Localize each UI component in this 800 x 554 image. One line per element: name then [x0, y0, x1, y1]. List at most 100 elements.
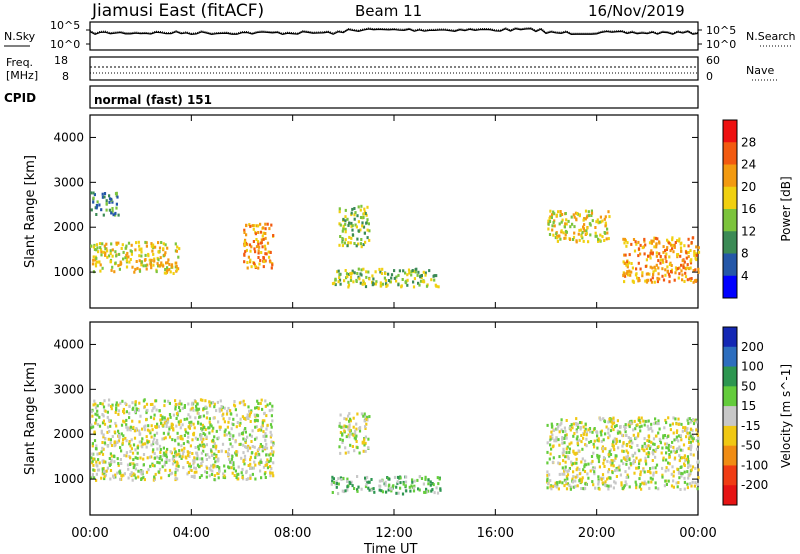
- velocity-cell: [191, 406, 194, 410]
- power-cell: [244, 250, 247, 254]
- velocity-cell: [618, 464, 621, 468]
- power-cell: [583, 229, 586, 233]
- power-cell: [569, 225, 572, 229]
- velocity-cell: [649, 445, 652, 449]
- velocity-cell: [244, 458, 247, 462]
- power-cell: [585, 229, 588, 233]
- velocity-cell: [604, 483, 607, 487]
- velocity-cell: [697, 459, 700, 463]
- power-cell: [672, 244, 675, 248]
- velocity-cell: [257, 461, 261, 465]
- velocity-cell: [620, 459, 623, 463]
- velocity-cell: [142, 442, 145, 446]
- velocity-cell: [242, 437, 245, 441]
- power-cell: [124, 256, 127, 260]
- power-cell: [562, 231, 565, 235]
- power-cell: [251, 224, 254, 228]
- velocity-cell: [108, 463, 111, 467]
- velocity-cell: [205, 435, 208, 439]
- power-cell: [111, 254, 114, 258]
- power-cell: [667, 241, 670, 245]
- power-cell: [374, 270, 377, 274]
- velocity-cell: [123, 453, 126, 457]
- velocity-cell: [657, 422, 660, 426]
- power-cell: [664, 268, 667, 272]
- velocity-cell: [605, 484, 608, 488]
- velocity-cell: [591, 480, 594, 484]
- velocity-cell: [165, 455, 168, 459]
- velocity-cell: [432, 483, 435, 487]
- power-cell: [680, 263, 683, 267]
- velocity-cell: [679, 466, 682, 469]
- cpid-panel: [89, 85, 699, 109]
- velocity-cell: [691, 429, 694, 433]
- power-cell: [623, 272, 626, 276]
- power-cell: [126, 256, 129, 260]
- velocity-cell: [122, 407, 125, 411]
- velocity-cell: [568, 447, 571, 451]
- velocity-cell: [603, 465, 606, 468]
- velocity-cell: [127, 476, 130, 480]
- velocity-cell: [132, 462, 135, 466]
- power-cell: [262, 237, 265, 241]
- velocity-cell: [265, 446, 269, 450]
- velocity-cell: [129, 473, 132, 476]
- colorbar-swatch: [723, 346, 737, 368]
- velocity-cell: [673, 438, 676, 442]
- velocity-cell: [243, 416, 246, 420]
- velocity-cell: [577, 425, 580, 429]
- power-cell: [259, 230, 263, 234]
- power-cell: [357, 275, 360, 279]
- velocity-cell: [580, 434, 583, 437]
- velocity-cell: [644, 482, 648, 486]
- velocity-cell: [125, 410, 128, 414]
- velocity-cell: [92, 403, 95, 407]
- power-cell: [347, 223, 350, 227]
- velocity-cell: [230, 427, 233, 431]
- power-cell: [110, 268, 113, 272]
- velocity-cell: [632, 433, 635, 437]
- velocity-cell: [638, 477, 641, 481]
- velocity-cell: [229, 442, 232, 446]
- velocity-cell: [155, 431, 159, 435]
- velocity-cell: [256, 399, 259, 403]
- velocity-cell: [117, 412, 120, 416]
- power-cell: [415, 267, 418, 271]
- power-cell: [176, 245, 179, 249]
- power-cell: [689, 249, 692, 252]
- velocity-cell: [164, 468, 167, 472]
- power-cell: [131, 265, 134, 269]
- velocity-cell: [211, 469, 214, 473]
- power-cell: [665, 260, 668, 264]
- power-cell: [262, 256, 265, 260]
- velocity-cell: [340, 425, 343, 429]
- velocity-cell: [198, 476, 202, 479]
- power-cell: [661, 258, 664, 262]
- velocity-cell: [332, 477, 335, 481]
- velocity-cell: [625, 476, 628, 479]
- velocity-cell: [133, 463, 136, 467]
- velocity-cell: [128, 442, 131, 446]
- velocity-cell: [102, 460, 105, 464]
- power-cell: [150, 258, 153, 262]
- power-cell: [643, 239, 646, 243]
- power-cell: [627, 273, 630, 277]
- velocity-cell: [201, 423, 204, 427]
- velocity-cell: [112, 476, 116, 480]
- velocity-cell: [344, 489, 347, 493]
- x-tick-label: 08:00: [274, 526, 311, 541]
- power-cell: [127, 241, 131, 245]
- power-cell: [341, 237, 344, 240]
- velocity-cell: [202, 443, 205, 447]
- velocity-cell: [194, 400, 197, 404]
- colorbar-swatch: [723, 209, 737, 232]
- velocity-cell: [252, 466, 255, 470]
- power-cell: [92, 245, 96, 249]
- power-cell: [257, 242, 260, 246]
- velocity-cell: [240, 471, 243, 475]
- velocity-cell: [689, 472, 692, 476]
- power-cell: [664, 249, 667, 253]
- velocity-cell: [95, 460, 98, 464]
- velocity-cell: [349, 419, 352, 423]
- power-cell: [152, 263, 155, 267]
